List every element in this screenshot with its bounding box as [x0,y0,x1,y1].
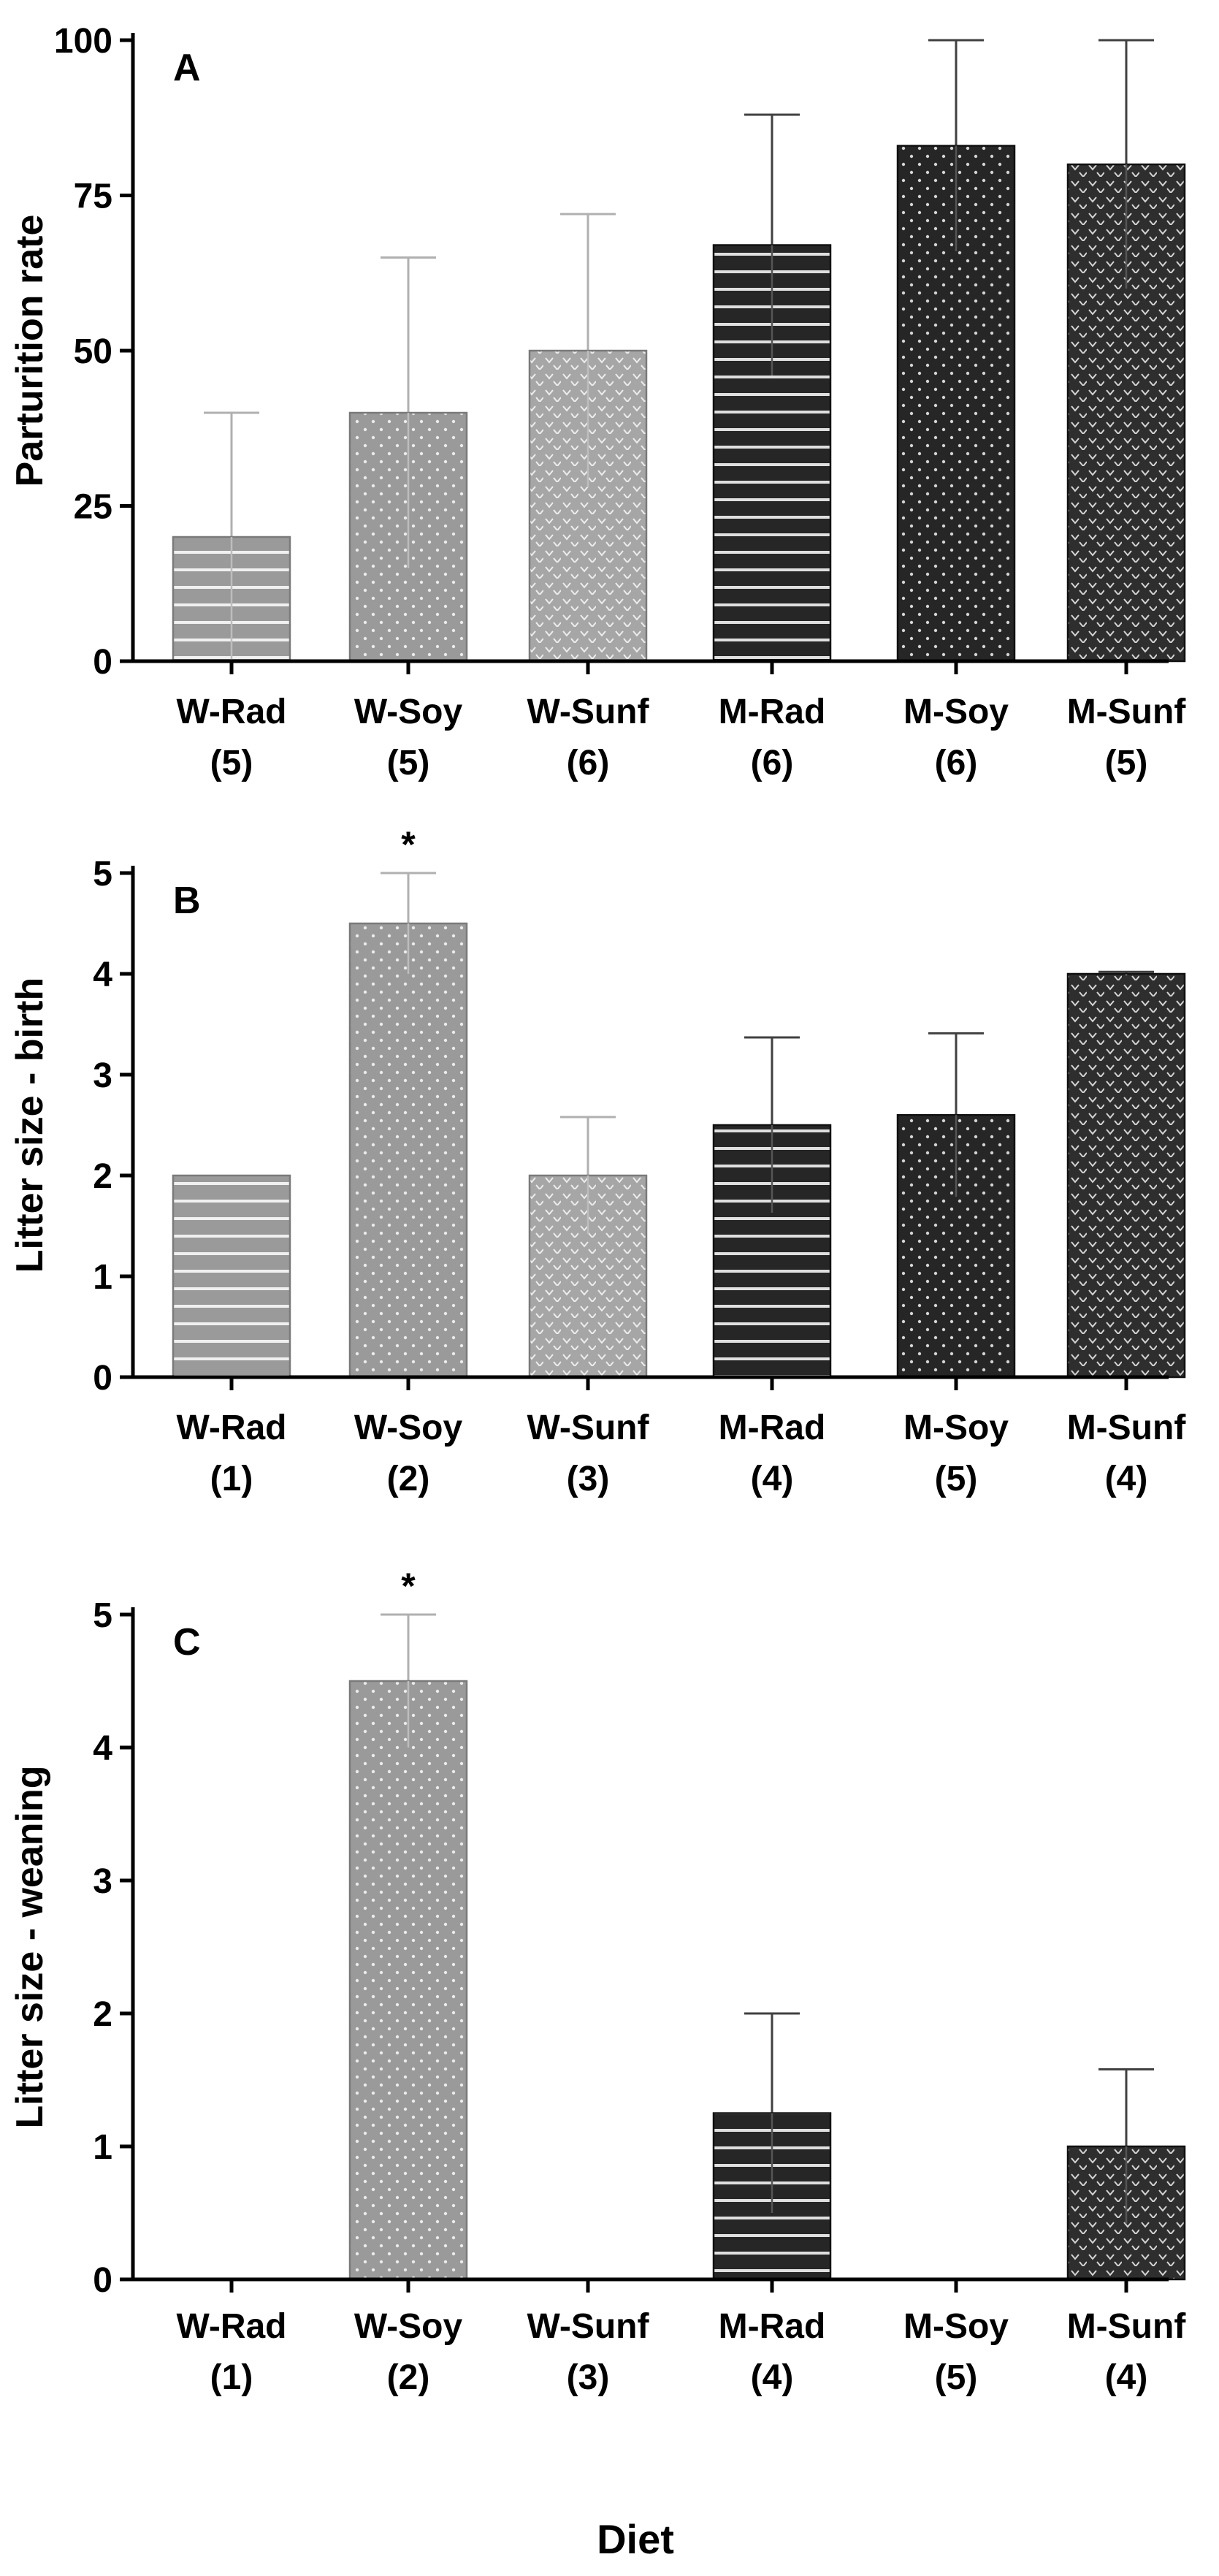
x-tick-label: W-Rad [176,2307,286,2346]
x-tick-sample-size: (5) [387,744,430,782]
panel-b: * 0 1 2 3 4 5 W-Rad (1) W-Soy (2) W-Sunf (3) M-Rad (4)… [9,824,1186,1498]
x-tick-sample-size: (5) [210,744,253,782]
x-tick-sample-size: (1) [210,2358,253,2397]
x-tick-label: M-Rad [719,2307,826,2346]
x-tick-label: M-Soy [903,693,1009,731]
x-tick-label: W-Soy [354,693,463,731]
bar-w-rad [172,1174,291,1379]
y-tick-label: 1 [93,2128,112,2167]
panel-label: A [173,47,201,89]
x-tick-label: W-Rad [176,1409,286,1447]
bar-m-sunf [1066,972,1186,1379]
y-tick-label: 100 [54,22,112,61]
x-tick-label: M-Sunf [1067,2307,1187,2346]
y-axis-title: Parturition rate [9,215,51,487]
x-tick-sample-size: (3) [567,1460,610,1498]
y-tick-label: 75 [74,178,112,216]
x-tick-label: W-Sunf [527,693,650,731]
x-tick-sample-size: (5) [935,2358,978,2397]
y-tick-label: 3 [93,1862,112,1901]
panel-a: 0 25 50 75 100 W-Rad (5) W-Soy (5) W-Sunf (6) M-Rad… [9,22,1186,782]
y-axis-title: Litter size - birth [9,978,51,1273]
panel-label: B [173,880,201,922]
x-tick-sample-size: (3) [567,2358,610,2397]
y-tick-label: 2 [93,1995,112,2034]
significance-marker: * [401,824,416,865]
x-tick-sample-size: (4) [1105,2358,1148,2397]
x-tick-sample-size: (4) [751,2358,794,2397]
bar-w-soy [348,922,468,1379]
x-tick-label: M-Rad [719,693,826,731]
x-tick-sample-size: (5) [935,1460,978,1498]
x-tick-label: M-Sunf [1067,1409,1187,1447]
panel-label: C [173,1621,201,1664]
x-tick-sample-size: (1) [210,1460,253,1498]
y-tick-label: 3 [93,1056,112,1095]
x-tick-label: M-Soy [903,1409,1009,1447]
x-tick-label: M-Rad [719,1409,826,1447]
x-tick-sample-size: (6) [935,744,978,782]
x-tick-label: W-Sunf [527,1409,650,1447]
y-tick-label: 1 [93,1258,112,1297]
bar-w-soy [348,1680,468,2281]
x-tick-label: W-Soy [354,2307,463,2346]
y-tick-label: 0 [93,643,112,682]
x-tick-label: W-Soy [354,1409,463,1447]
x-tick-sample-size: (4) [751,1460,794,1498]
x-tick-sample-size: (4) [1105,1460,1148,1498]
y-tick-label: 25 [74,488,112,527]
y-tick-label: 4 [93,956,112,994]
y-tick-label: 50 [74,332,112,371]
x-tick-sample-size: (2) [387,1460,430,1498]
x-tick-label: M-Sunf [1067,693,1187,731]
x-axis-title: Diet [597,2516,674,2562]
y-tick-label: 5 [93,855,112,893]
x-tick-sample-size: (5) [1105,744,1148,782]
y-axis-title: Litter size - weaning [9,1766,51,2129]
panel-c: * 0 1 2 3 4 5 W-Rad (1) W-Soy (2) W-Sunf (3) M-Rad (4)… [9,1566,1186,2397]
x-tick-label: M-Soy [903,2307,1009,2346]
y-tick-label: 2 [93,1157,112,1196]
x-tick-sample-size: (6) [751,744,794,782]
x-tick-label: W-Sunf [527,2307,650,2346]
y-tick-label: 4 [93,1729,112,1768]
x-tick-sample-size: (6) [567,744,610,782]
y-tick-label: 0 [93,1359,112,1398]
x-tick-sample-size: (2) [387,2358,430,2397]
x-tick-label: W-Rad [176,693,286,731]
y-tick-label: 0 [93,2261,112,2300]
y-tick-label: 5 [93,1596,112,1635]
significance-marker: * [401,1566,416,1607]
